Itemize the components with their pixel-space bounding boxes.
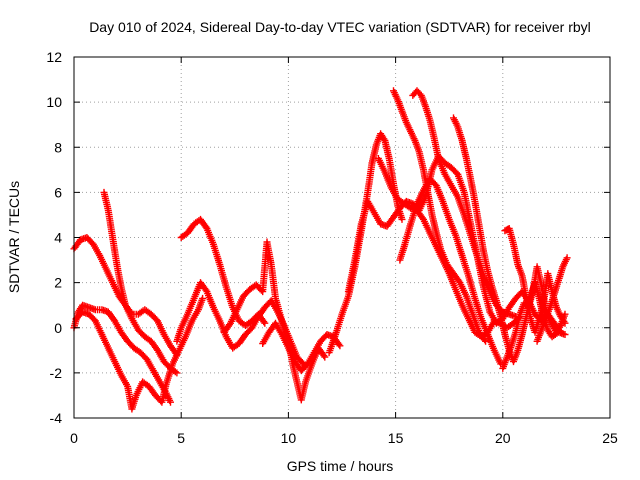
- y-tick-label: 0: [54, 320, 62, 336]
- x-tick-label: 25: [602, 430, 618, 446]
- y-tick-labels: -4 -2 0 2 4 6 8 10 12: [46, 49, 62, 426]
- grid-layer: [74, 57, 610, 418]
- x-tick-label: 0: [70, 430, 78, 446]
- data-series-sat-l: [396, 175, 505, 368]
- data-marks-sat-r: [499, 263, 569, 372]
- y-tick-label: 10: [46, 94, 62, 110]
- y-tick-label: 6: [54, 184, 62, 200]
- y-tick-label: 4: [54, 230, 62, 246]
- data-series-sat-i: [325, 130, 406, 357]
- x-tick-label: 5: [177, 430, 185, 446]
- data-series-sat-r: [499, 263, 569, 372]
- y-axis-label: SDTVAR / TECUs: [6, 181, 22, 293]
- x-tick-labels: 0 5 10 15 20 25: [70, 430, 618, 446]
- tick-layer: [73, 56, 611, 419]
- data-marks-sat-i: [325, 130, 406, 357]
- x-tick-label: 15: [388, 430, 404, 446]
- y-tick-label: -2: [50, 365, 63, 381]
- x-tick-label: 10: [281, 430, 297, 446]
- y-tick-label: 8: [54, 139, 62, 155]
- data-marks-sat-m: [390, 87, 490, 345]
- y-tick-label: 12: [46, 49, 62, 65]
- data-marks-sat-c: [100, 188, 181, 377]
- data-series-sat-c: [100, 188, 181, 377]
- x-tick-label: 20: [495, 430, 511, 446]
- data-series-sat-m: [390, 87, 490, 345]
- chart-title: Day 010 of 2024, Sidereal Day-to-day VTE…: [89, 19, 591, 35]
- data-layer: [70, 87, 571, 413]
- x-axis-label: GPS time / hours: [287, 458, 394, 474]
- y-tick-label: 2: [54, 275, 62, 291]
- data-marks-sat-l: [396, 175, 505, 368]
- y-tick-label: -4: [50, 410, 63, 426]
